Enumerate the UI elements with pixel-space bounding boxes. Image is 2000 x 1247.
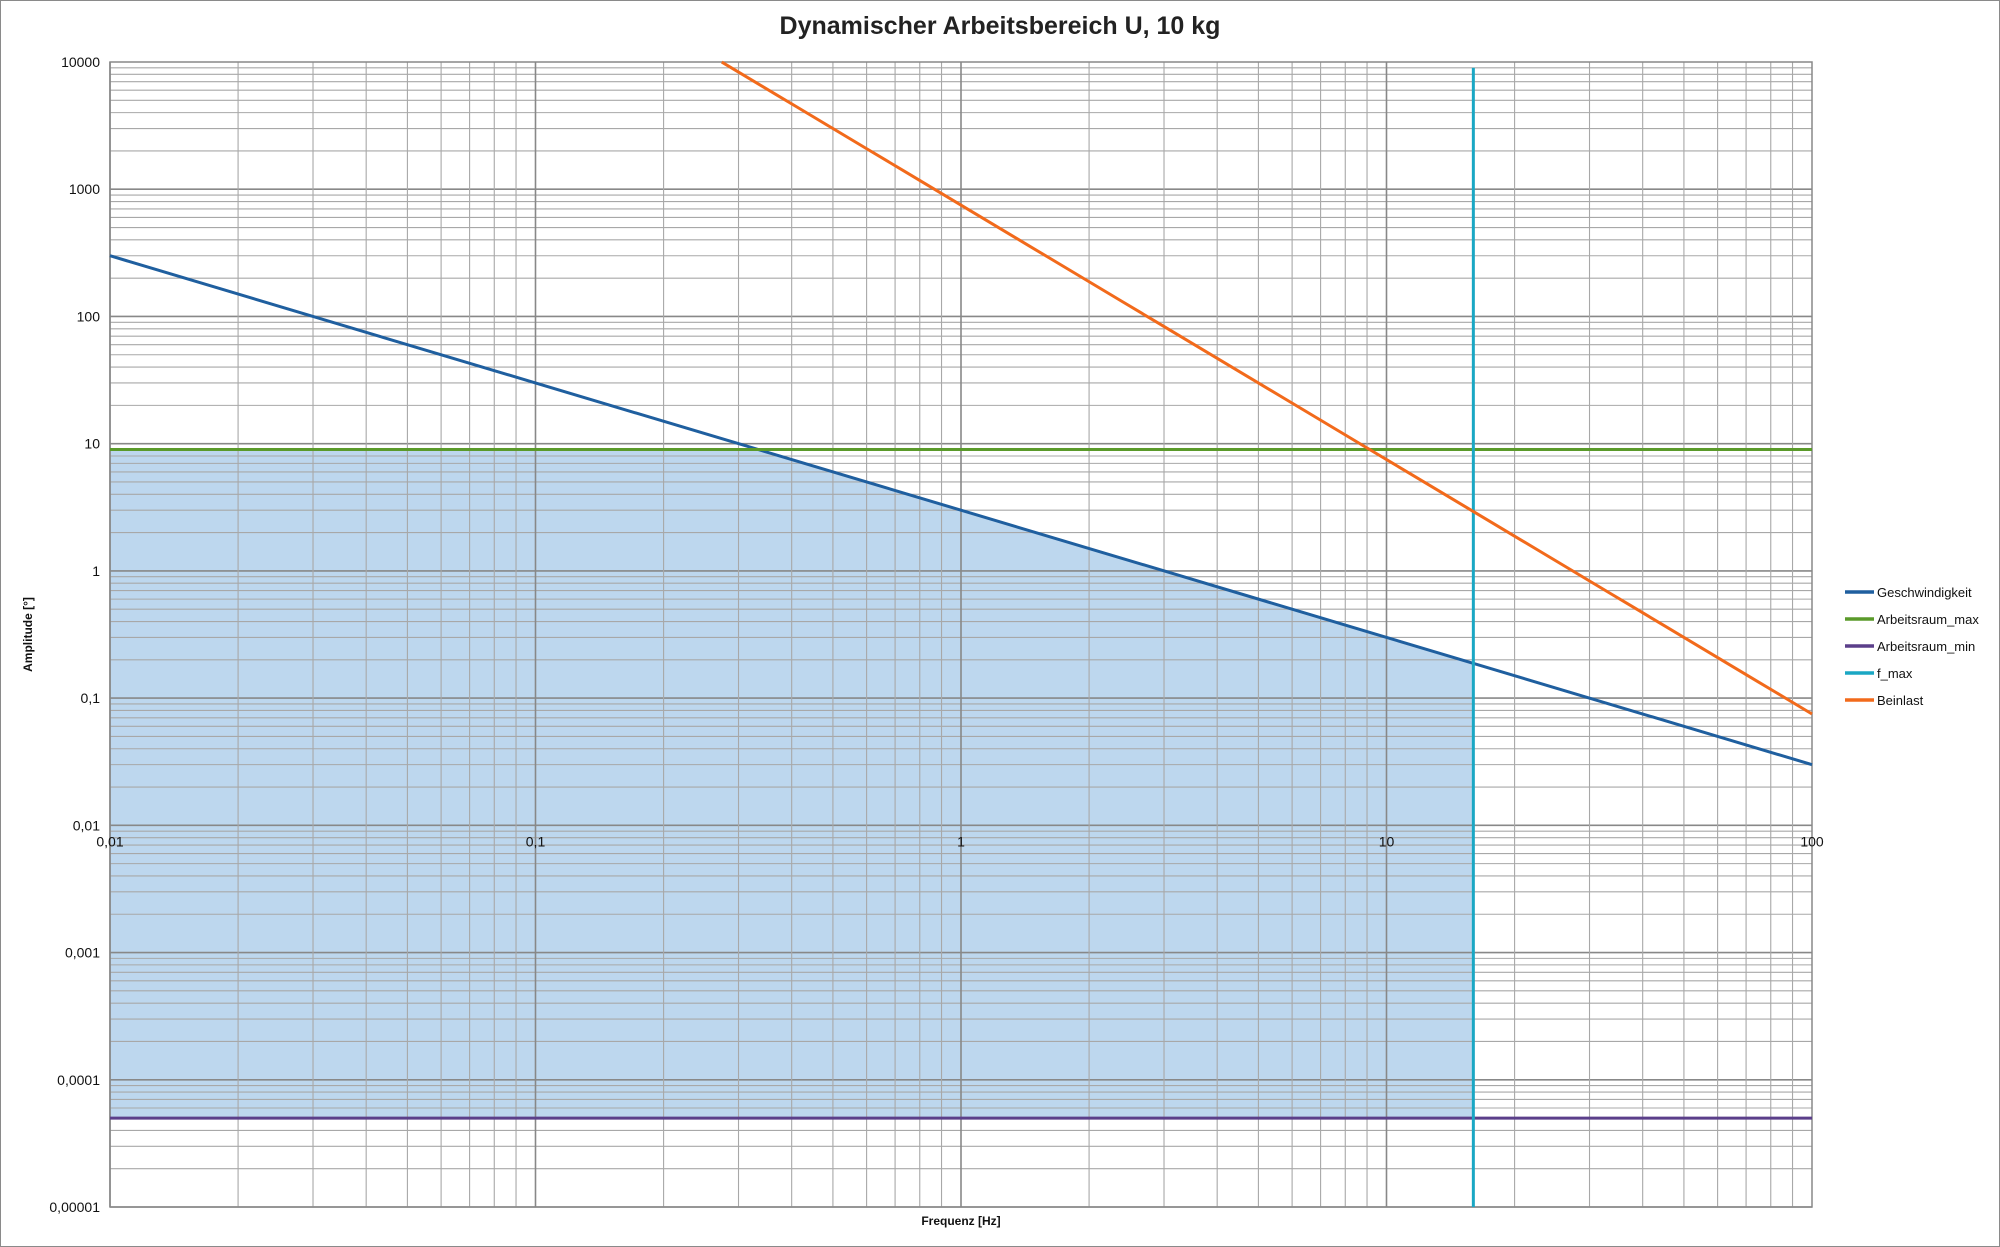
y-tick-label: 0,01 [73,817,100,833]
x-tick-label: 1 [957,833,965,849]
y-tick-label: 0,00001 [49,1199,100,1215]
series-line-beinlast [720,60,1813,716]
legend-label-arbeitsraum-max: Arbeitsraum_max [1877,612,1979,627]
y-tick-label: 0,0001 [57,1072,100,1088]
legend-label-geschwindigkeit: Geschwindigkeit [1877,585,1972,600]
series-line-geschwindigkeit [109,254,1813,767]
plot-area-border [109,61,1813,1208]
y-tick-label: 1 [92,563,100,579]
legend-label-beinlast: Beinlast [1877,693,1924,708]
y-tick-label: 10000 [61,54,100,70]
y-tick-label: 0,1 [81,690,101,706]
legend-label-arbeitsraum-min: Arbeitsraum_min [1877,639,1975,654]
y-axis-label: Amplitude [°] [21,597,35,672]
chart-title: Dynamischer Arbeitsbereich U, 10 kg [779,12,1221,40]
y-tick-label: 10 [84,436,100,452]
legend-label-f-max: f_max [1877,666,1913,681]
x-tick-label: 0,01 [96,833,123,849]
y-tick-label: 0,001 [65,945,100,961]
x-tick-label: 0,1 [526,833,546,849]
x-tick-label: 10 [1379,833,1395,849]
x-axis-label: Frequenz [Hz] [921,1214,1000,1228]
y-tick-label: 100 [77,308,101,324]
y-tick-label: 1000 [69,181,100,197]
x-tick-label: 100 [1800,833,1824,849]
